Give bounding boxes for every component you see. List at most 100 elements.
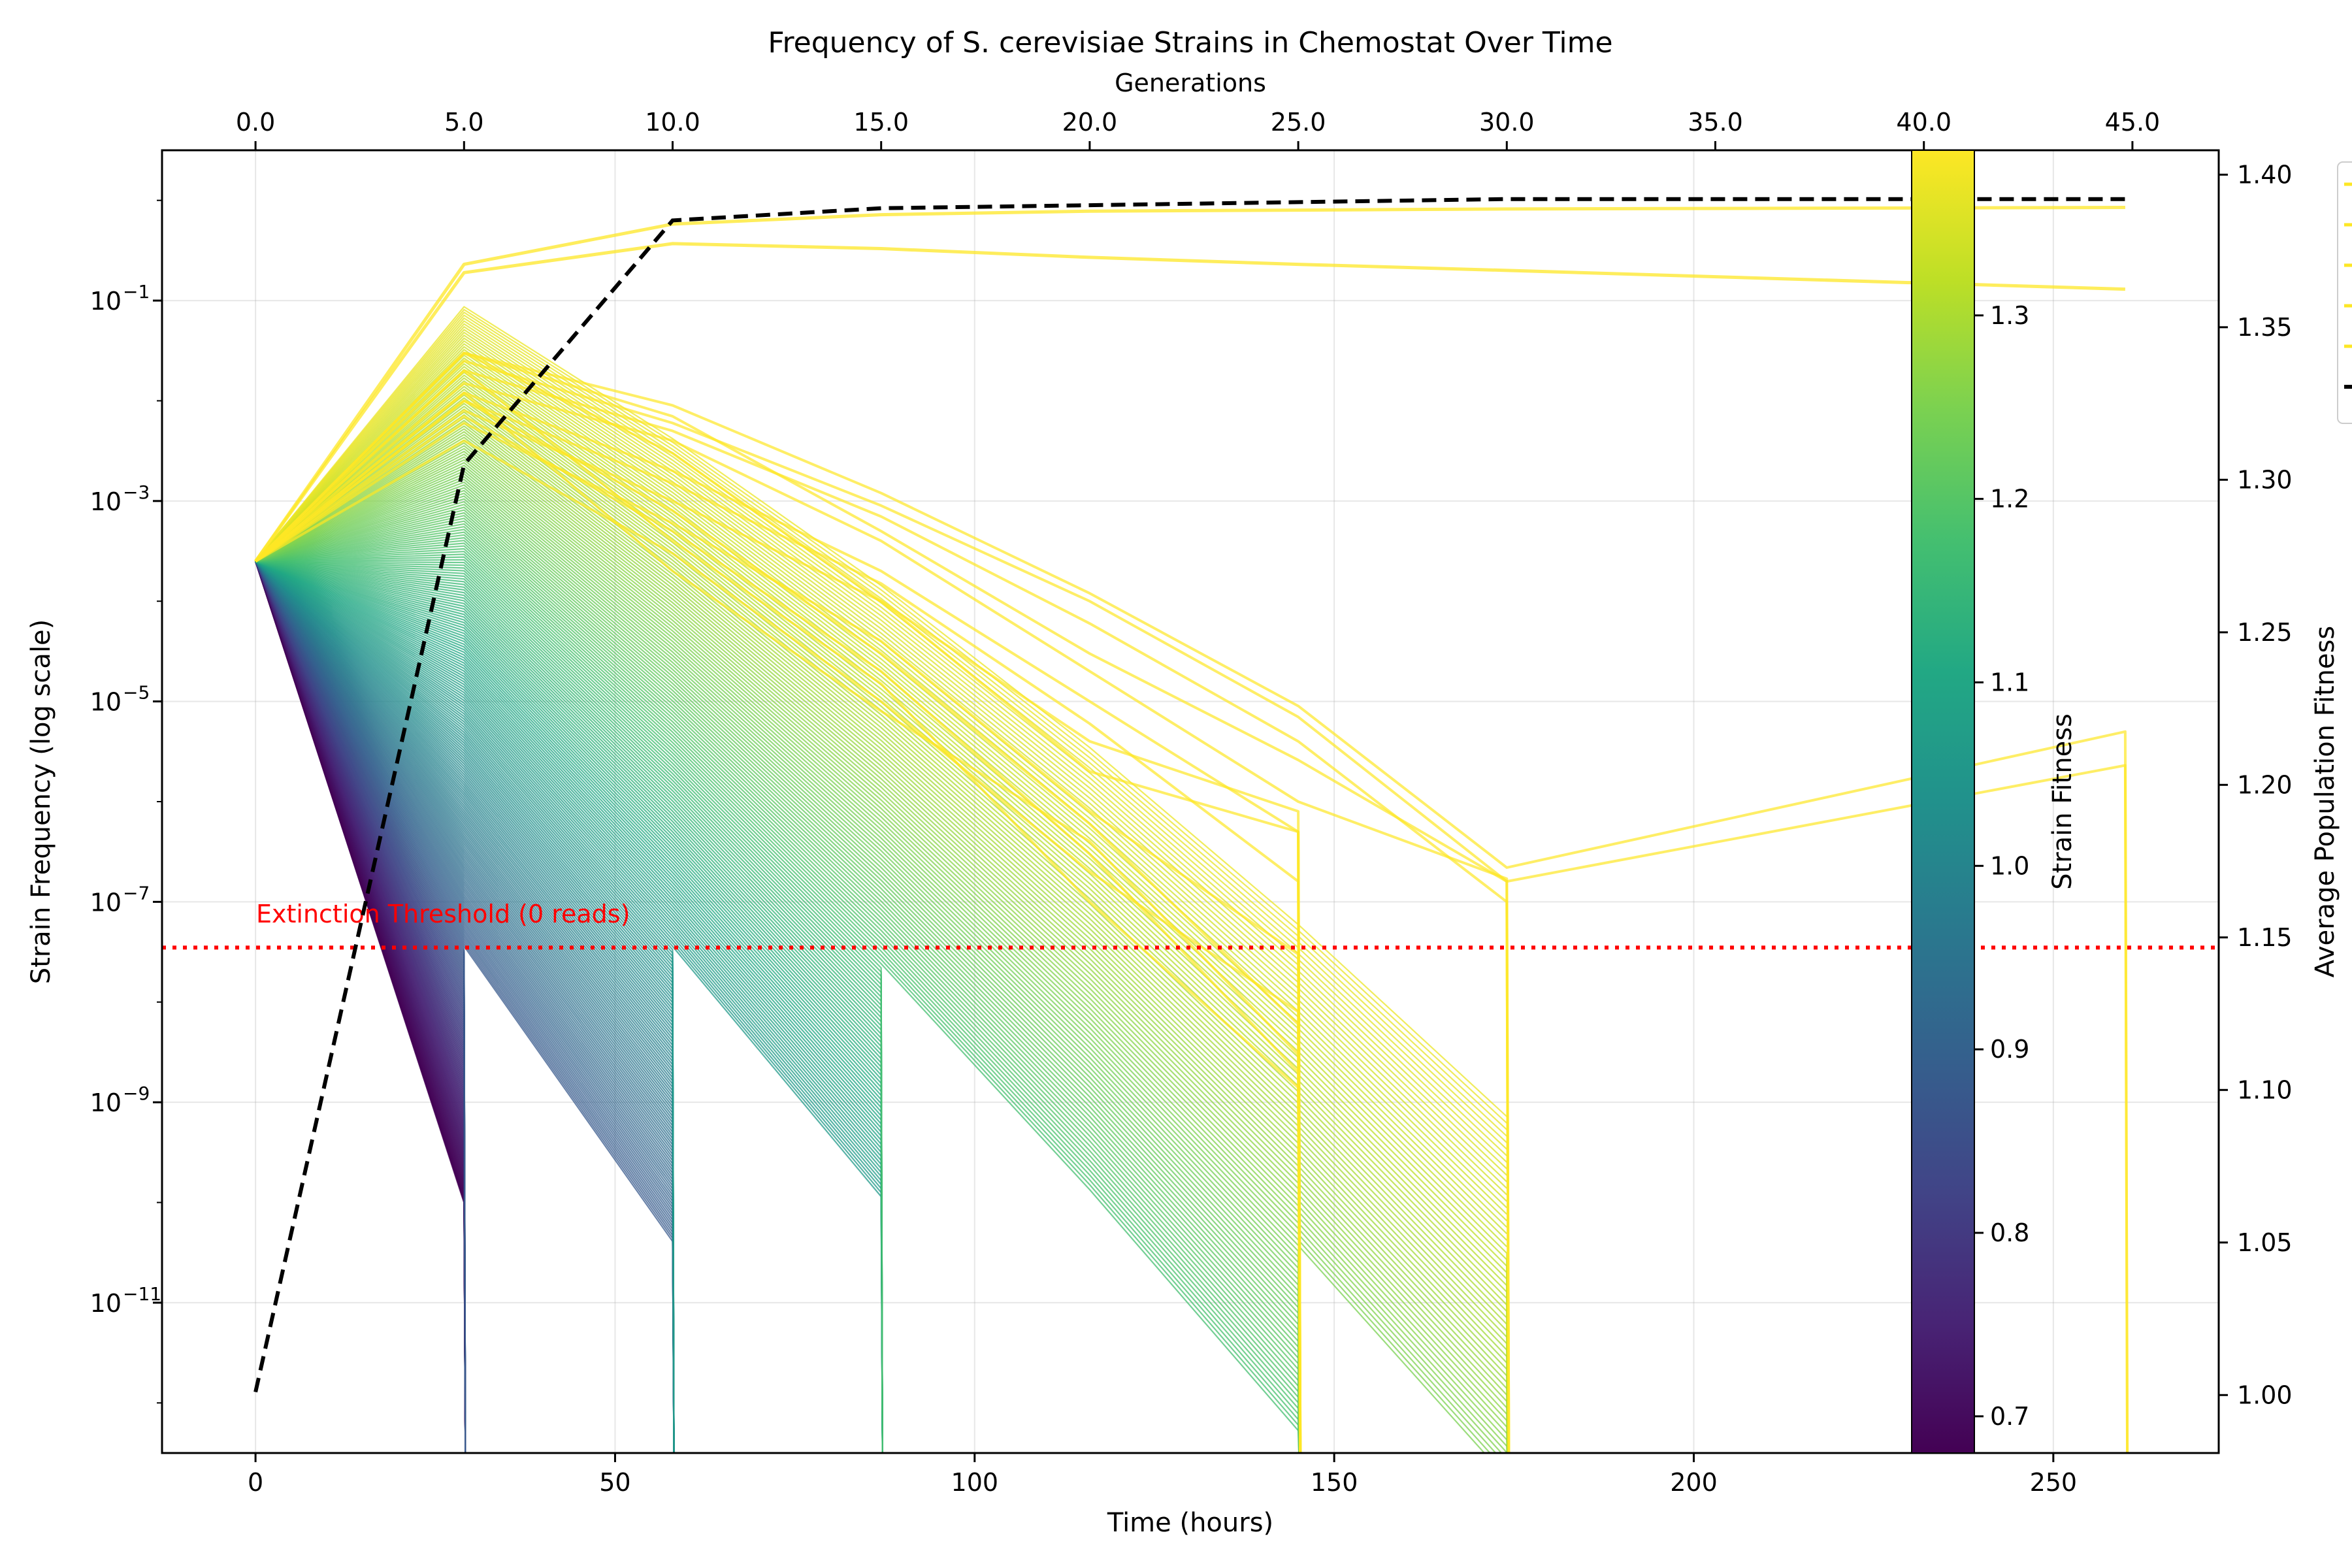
strain-line [254, 421, 1302, 1453]
strain-line [254, 391, 1302, 1453]
strain-line [255, 561, 675, 1453]
extinction-label: Extinction Threshold (0 reads) [256, 900, 630, 928]
colorbar-tick-label: 0.7 [1990, 1402, 2029, 1431]
strain-line [255, 448, 1509, 1453]
strain-lines [254, 206, 2129, 1453]
strain-line [255, 402, 1509, 1453]
top-tick-label: 15.0 [853, 108, 909, 137]
strain-line [255, 450, 1508, 1453]
x-tick-label: 200 [1670, 1468, 1718, 1497]
strain-line [255, 371, 1509, 1453]
strain-line [255, 385, 1509, 1453]
strain-line [255, 419, 1509, 1453]
y-tick-label: 10 [90, 487, 122, 516]
colorbar-tick-label: 1.2 [1990, 485, 2029, 514]
y-tick-label: 10 [90, 287, 122, 316]
y-tick-label: 10 [90, 1289, 122, 1318]
top-tick-label: 30.0 [1479, 108, 1535, 137]
strain-line [255, 439, 1302, 1453]
top-tick-label: 35.0 [1688, 108, 1743, 137]
y2-axis-label: Average Population Fitness [2310, 626, 2340, 977]
top-tick-label: 20.0 [1062, 108, 1118, 137]
strain-line [255, 405, 1509, 1453]
strain-line [255, 434, 1509, 1453]
y-axis-ticks: 10−110−310−510−710−910−11 [90, 199, 162, 1404]
strain-line [255, 559, 883, 1453]
y-tick-label: 10 [90, 888, 122, 917]
average-fitness-line [253, 197, 2125, 1393]
strain-line [255, 459, 1497, 1453]
strain-line [254, 351, 1302, 1453]
x-axis-ticks: 0 50 100 150 200 250 [248, 1453, 2077, 1497]
y2-tick-label: 1.25 [2237, 618, 2293, 647]
strain-line [255, 453, 1508, 1453]
y2-tick-label: 1.15 [2237, 923, 2293, 952]
strain-line [255, 428, 1509, 1453]
strain-line [255, 414, 1509, 1453]
legend-frame [2337, 161, 2352, 424]
y2-tick-label: 1.10 [2237, 1075, 2293, 1104]
colorbar-tick-label: 0.9 [1990, 1035, 2029, 1064]
x-tick-label: 150 [1311, 1468, 1358, 1497]
colorbar-tick-label: 1.1 [1990, 668, 2029, 696]
strain-line [255, 377, 1509, 1453]
top-tick-label: 45.0 [2105, 108, 2161, 137]
colorbar-tick-label: 1.3 [1990, 301, 2029, 330]
x-axis-label: Time (hours) [1107, 1508, 1273, 1538]
colorbar-label: Strain Fitness [2048, 713, 2078, 890]
y-tick-exponent: −5 [123, 682, 150, 704]
strain-line [255, 422, 1509, 1453]
colorbar-fill [1911, 150, 1975, 1454]
strain-line [255, 456, 1503, 1453]
colorbar-tick-label: 1.0 [1990, 851, 2029, 880]
x-tick-label: 0 [248, 1468, 263, 1497]
y2-axis-ticks: 1.00 1.05 1.10 1.15 1.20 1.25 1.30 1.35 1.40 [2219, 160, 2293, 1409]
y2-tick-label: 1.00 [2237, 1380, 2293, 1409]
y-axis-label: Strain Frequency (log scale) [26, 619, 56, 985]
top-tick-label: 25.0 [1271, 108, 1326, 137]
strain-line [254, 351, 1511, 1453]
strain-line [255, 462, 1492, 1453]
x-tick-label: 50 [599, 1468, 630, 1497]
strain-line [255, 439, 1509, 1453]
y2-tick-label: 1.05 [2237, 1228, 2293, 1257]
colorbar [1911, 150, 1975, 1454]
y-tick-exponent: −1 [123, 281, 150, 302]
x-tick-label: 100 [951, 1468, 999, 1497]
strain-line [255, 368, 1509, 1453]
top-tick-label: 5.0 [444, 108, 483, 137]
top-tick-label: 0.0 [236, 108, 275, 137]
y-tick-exponent: −11 [123, 1283, 161, 1305]
y-tick-label: 10 [90, 688, 122, 717]
y-tick-exponent: −7 [123, 882, 150, 904]
strain-line [255, 366, 1509, 1453]
y-tick-label: 10 [90, 1088, 122, 1117]
colorbar-tick-label: 0.8 [1990, 1218, 2029, 1247]
strain-line [254, 206, 2125, 563]
strain-line [254, 382, 1511, 1453]
legend [2337, 161, 2352, 424]
grid [162, 150, 2219, 1453]
y-tick-exponent: −9 [123, 1083, 150, 1104]
x-tick-label: 250 [2030, 1468, 2078, 1497]
y-tick-exponent: −3 [123, 482, 150, 503]
strain-line [255, 445, 1509, 1453]
y2-tick-label: 1.20 [2237, 770, 2293, 799]
strain-line [255, 442, 1509, 1453]
strain-line [255, 465, 1486, 1453]
strain-line [255, 425, 1509, 1453]
strain-line [255, 436, 1509, 1453]
top-tick-label: 10.0 [645, 108, 700, 137]
top-axis-label: Generations [1115, 69, 1266, 97]
average-fitness-line-path [253, 197, 2125, 1393]
chart-title: Frequency of S. cerevisiae Strains in Ch… [768, 26, 1612, 59]
strain-line [255, 417, 1509, 1453]
colorbar-ticks: 0.7 0.8 0.9 1.0 1.1 1.2 1.3 [1974, 301, 2029, 1431]
strain-line [254, 242, 2125, 563]
strain-line [254, 369, 1511, 1453]
y2-tick-label: 1.35 [2237, 313, 2293, 342]
top-tick-label: 40.0 [1896, 108, 1952, 137]
top-axis-ticks: 0.0 5.0 10.0 15.0 20.0 25.0 30.0 35.0 40.0 45.0 [236, 108, 2160, 150]
y2-tick-label: 1.40 [2237, 160, 2293, 189]
